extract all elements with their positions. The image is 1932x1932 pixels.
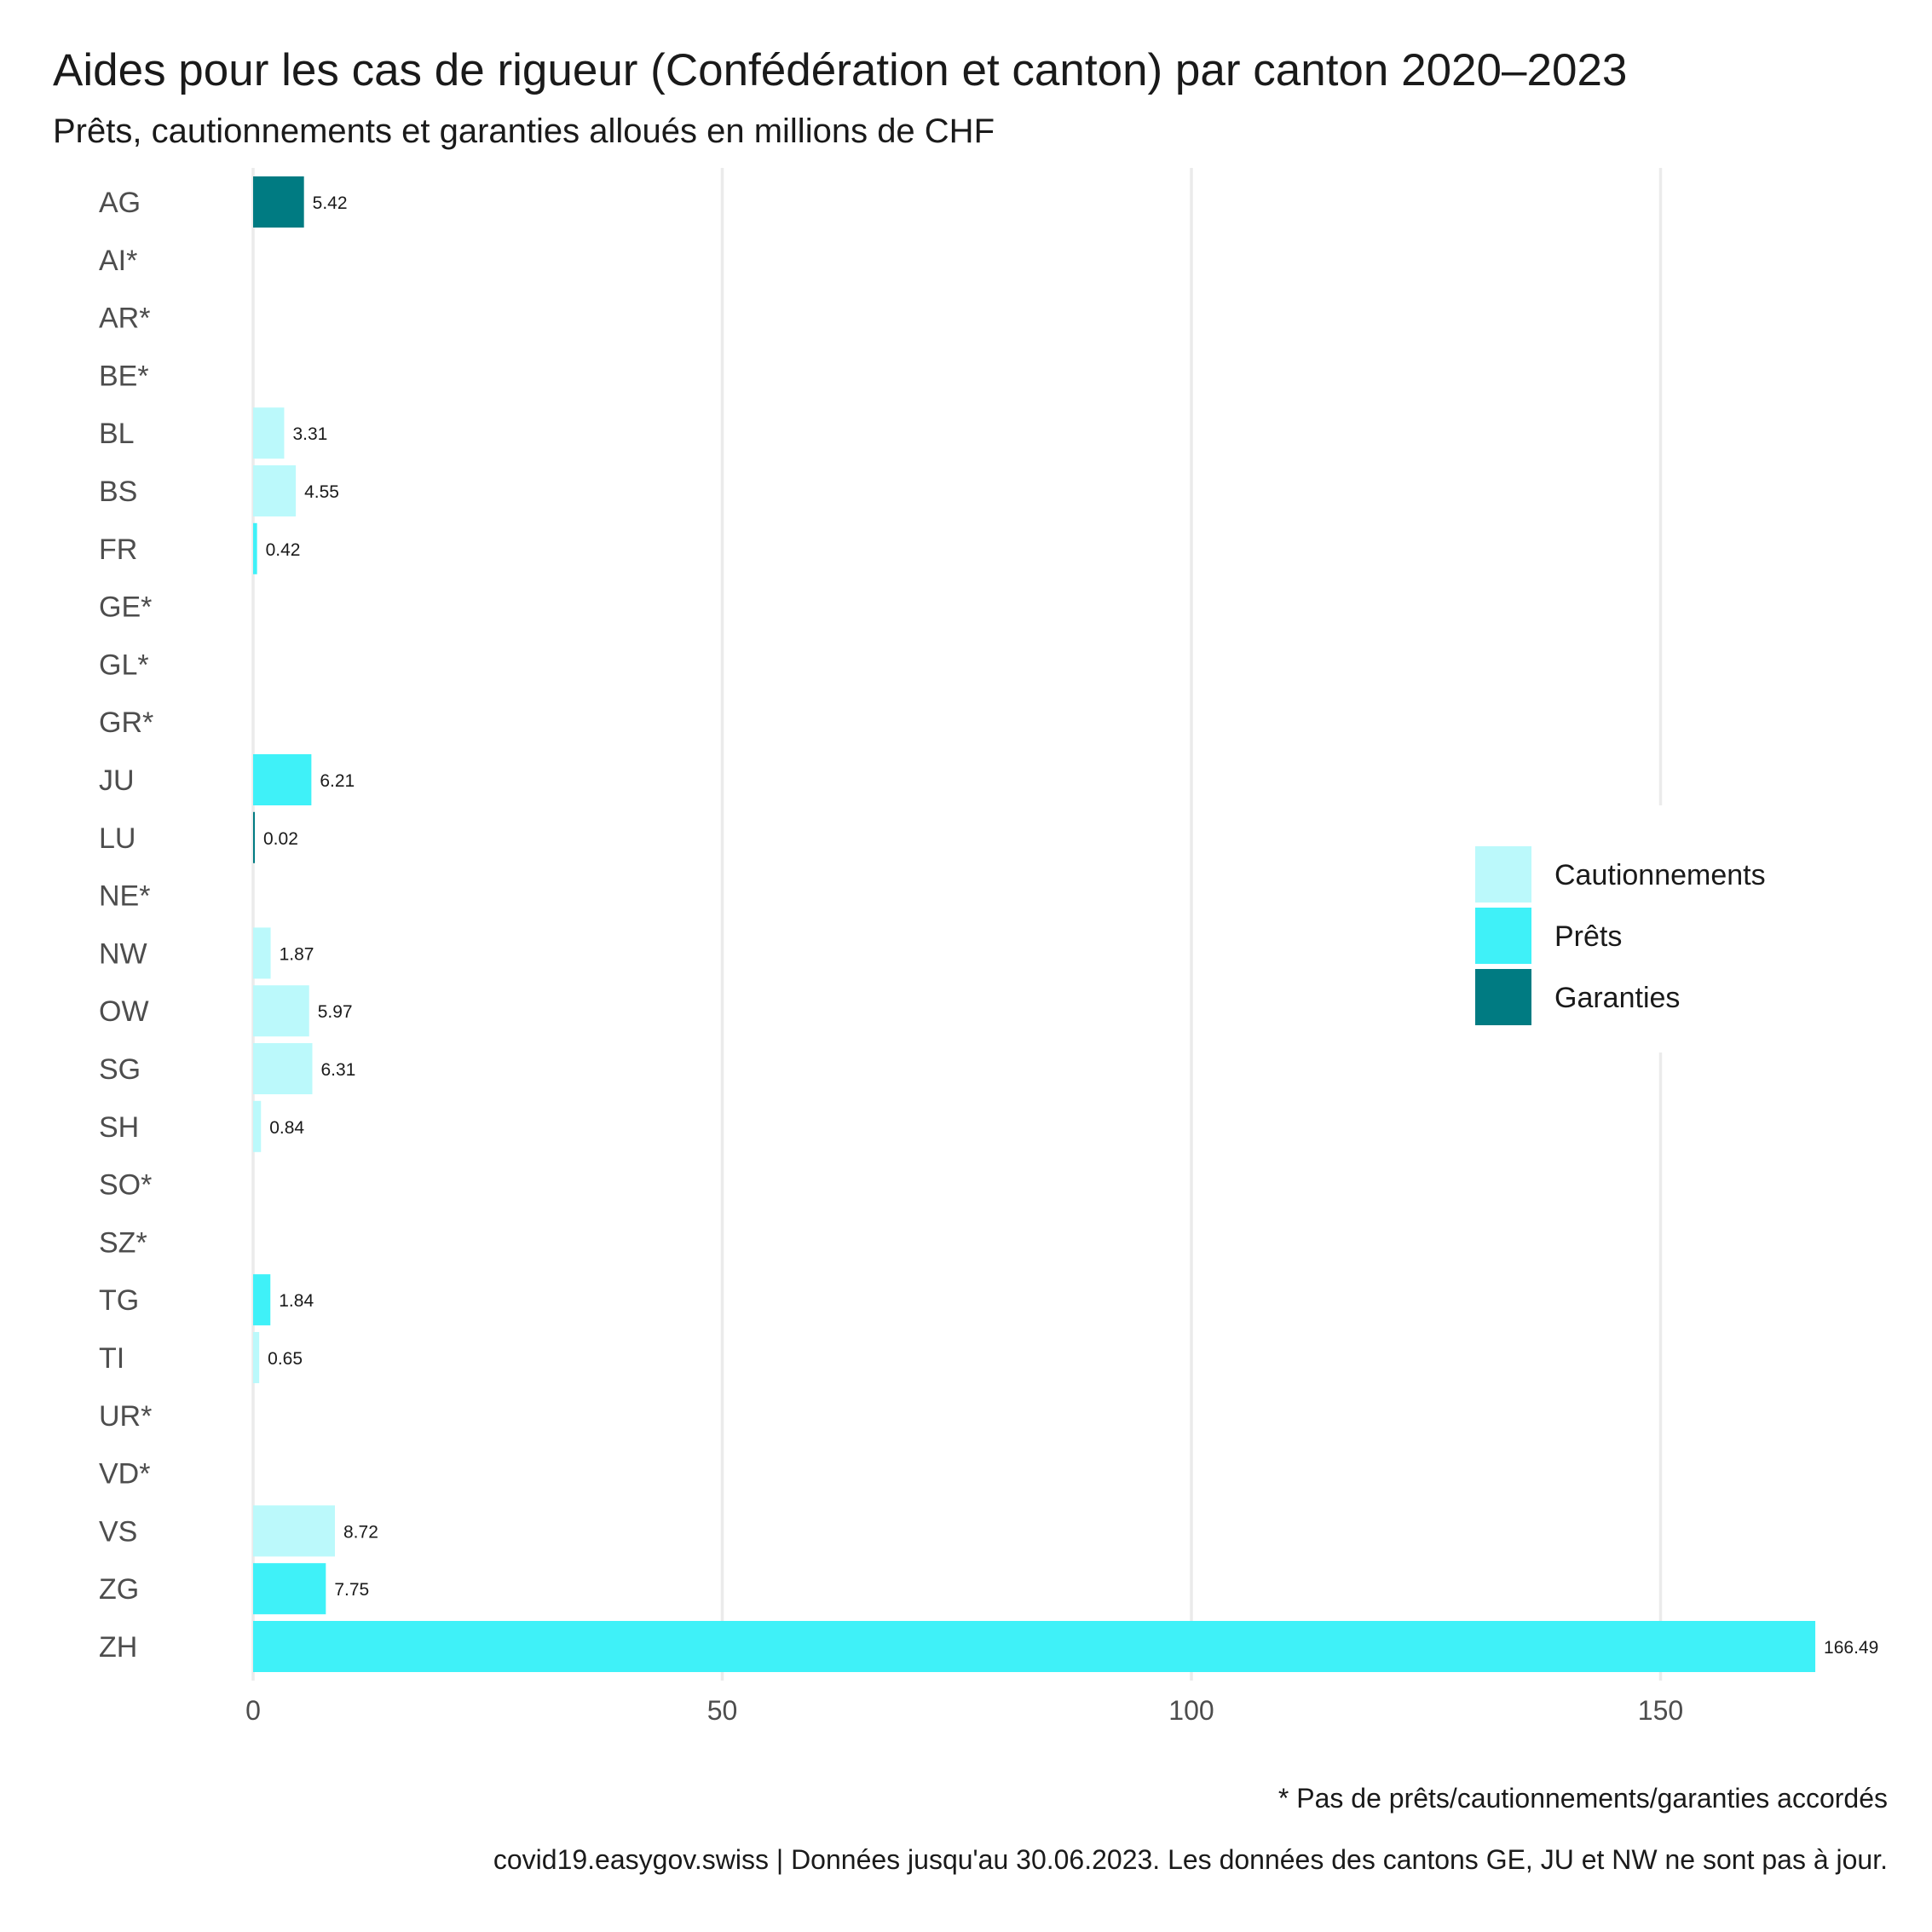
category-label: LU bbox=[99, 822, 136, 855]
bar-SH bbox=[253, 1100, 262, 1152]
bar-BS bbox=[253, 465, 297, 516]
bar-LU bbox=[253, 811, 255, 863]
value-label-TG: 1.84 bbox=[279, 1291, 314, 1311]
bar-AG bbox=[253, 176, 304, 228]
value-label-ZG: 7.75 bbox=[334, 1580, 369, 1600]
bar-BL bbox=[253, 407, 285, 459]
category-label: BE* bbox=[99, 360, 149, 392]
bar-ZG bbox=[253, 1563, 326, 1615]
category-label: SH bbox=[99, 1111, 139, 1144]
value-label-SH: 0.84 bbox=[269, 1118, 304, 1138]
category-label: JU bbox=[99, 764, 135, 797]
bar-VS bbox=[253, 1505, 336, 1557]
value-label-NW: 1.87 bbox=[280, 944, 314, 964]
legend-swatch bbox=[1475, 846, 1531, 903]
bar-NW bbox=[253, 927, 271, 979]
category-label: ZG bbox=[99, 1573, 139, 1606]
value-label-ZH: 166.49 bbox=[1824, 1638, 1878, 1658]
bar-FR bbox=[253, 522, 257, 574]
value-label-OW: 5.97 bbox=[318, 1002, 353, 1022]
category-label: GR* bbox=[99, 706, 153, 739]
category-label: NW bbox=[99, 937, 147, 970]
legend-label: Garanties bbox=[1554, 982, 1680, 1014]
category-label: SG bbox=[99, 1053, 141, 1086]
caption-note: * Pas de prêts/cautionnements/garanties … bbox=[1277, 1783, 1888, 1814]
category-label: UR* bbox=[99, 1400, 152, 1433]
bar-ZH bbox=[253, 1621, 1816, 1672]
category-label: BS bbox=[99, 476, 137, 508]
category-label: GL* bbox=[99, 649, 149, 681]
category-label: TI bbox=[99, 1342, 124, 1375]
category-label: ZH bbox=[99, 1631, 137, 1664]
category-label: SO* bbox=[99, 1169, 152, 1202]
category-label: TG bbox=[99, 1284, 139, 1317]
legend-label: Prêts bbox=[1554, 920, 1622, 953]
category-labels: AG AI* AR* BE* BL BS FR GE* GL* GR* JU LU NE* NW OW SG S… bbox=[99, 187, 153, 1664]
chart-subtitle: Prêts, cautionnements et garanties allou… bbox=[53, 112, 995, 150]
category-label: VS bbox=[99, 1515, 137, 1548]
value-label-SG: 6.31 bbox=[320, 1060, 355, 1080]
value-label-FR: 0.42 bbox=[266, 540, 301, 560]
bar-SG bbox=[253, 1043, 313, 1094]
value-labels: 5.42 3.31 4.55 0.42 6.21 0.02 1.87 5.97 6.31 0.84… bbox=[263, 193, 1878, 1658]
bar-TI bbox=[253, 1332, 260, 1383]
x-axis-ticks: 0 50 100 150 bbox=[245, 1695, 1683, 1726]
value-label-BS: 4.55 bbox=[304, 482, 339, 502]
category-label: BL bbox=[99, 418, 135, 450]
bars bbox=[253, 176, 1816, 1672]
legend-swatch bbox=[1475, 969, 1531, 1025]
category-label: FR bbox=[99, 533, 137, 566]
legend: Cautionnements Prêts Garanties bbox=[1449, 805, 1841, 1053]
value-label-TI: 0.65 bbox=[268, 1349, 303, 1369]
bar-JU bbox=[253, 754, 312, 805]
caption-source: covid19.easygov.swiss | Données jusqu'au… bbox=[493, 1844, 1888, 1875]
x-tick-label: 50 bbox=[707, 1695, 738, 1726]
category-label: AG bbox=[99, 187, 141, 219]
bar-TG bbox=[253, 1274, 271, 1326]
value-label-AG: 5.42 bbox=[313, 193, 348, 213]
value-label-LU: 0.02 bbox=[263, 829, 298, 849]
category-label: AR* bbox=[99, 303, 150, 335]
legend-label: Cautionnements bbox=[1554, 859, 1766, 891]
bar-OW bbox=[253, 985, 309, 1037]
value-label-BL: 3.31 bbox=[292, 424, 327, 444]
x-tick-label: 0 bbox=[245, 1695, 261, 1726]
category-label: VD* bbox=[99, 1458, 150, 1491]
x-tick-label: 150 bbox=[1638, 1695, 1683, 1726]
value-label-JU: 6.21 bbox=[320, 771, 355, 791]
category-label: GE* bbox=[99, 591, 152, 624]
value-label-VS: 8.72 bbox=[343, 1522, 378, 1542]
legend-swatch bbox=[1475, 908, 1531, 964]
category-label: NE* bbox=[99, 880, 150, 913]
category-label: AI* bbox=[99, 245, 137, 277]
chart-title: Aides pour les cas de rigueur (Confédéra… bbox=[53, 45, 1628, 95]
category-label: OW bbox=[99, 995, 149, 1028]
x-tick-label: 100 bbox=[1168, 1695, 1214, 1726]
category-label: SZ* bbox=[99, 1226, 147, 1259]
